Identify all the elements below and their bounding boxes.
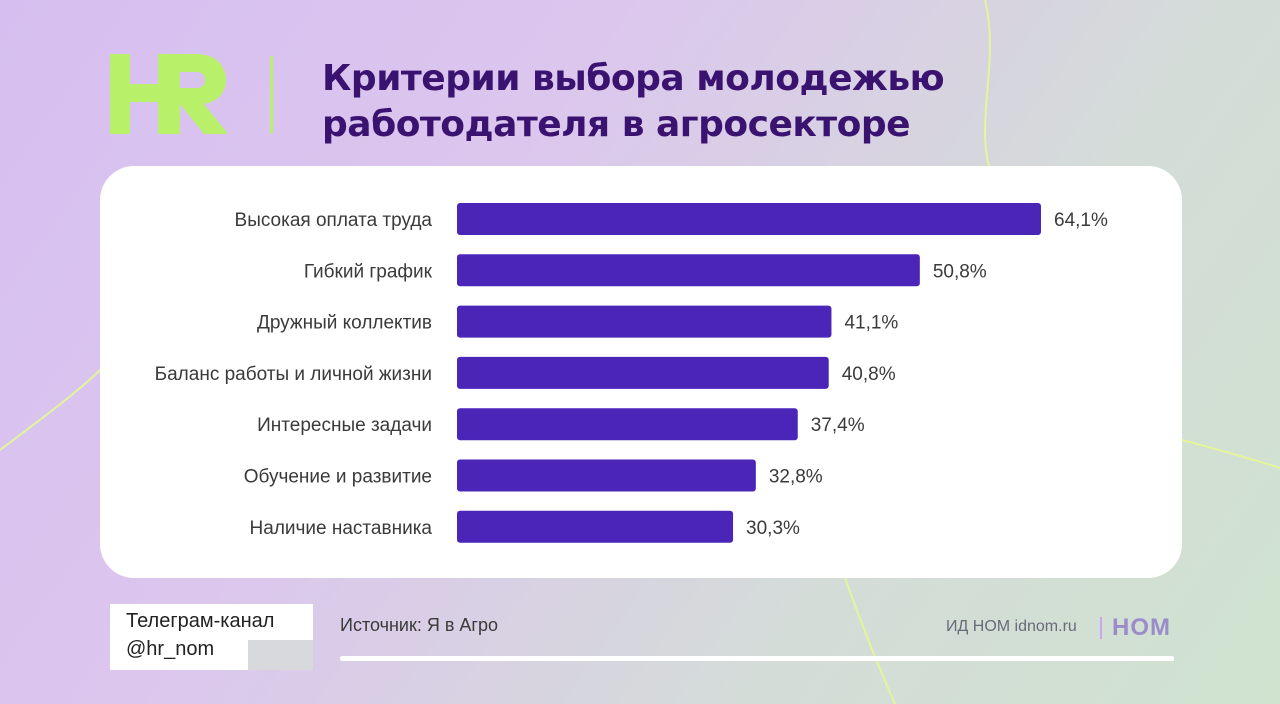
bar bbox=[457, 254, 920, 287]
value-label: 30,3% bbox=[746, 518, 800, 539]
bar bbox=[457, 510, 734, 543]
category-label: Наличие наставника bbox=[250, 518, 433, 539]
hr-logo bbox=[110, 54, 228, 134]
value-label: 50,8% bbox=[933, 261, 987, 282]
telegram-label: Телеграм-канал bbox=[126, 610, 275, 632]
bar bbox=[457, 356, 829, 389]
bar bbox=[457, 203, 1041, 235]
category-label: Баланс работы и личной жизни bbox=[155, 364, 432, 385]
page-title: Критерии выбора молодежью работодателя в… bbox=[322, 56, 1022, 148]
nom-logo: НОМ bbox=[1112, 614, 1171, 641]
source-text: Источник: Я в Агро bbox=[340, 615, 499, 635]
value-label: 41,1% bbox=[844, 313, 898, 334]
logo-divider bbox=[270, 56, 273, 134]
bar-chart: Высокая оплата труда 64,1% Гибкий график 50… bbox=[155, 203, 1108, 543]
bar bbox=[457, 459, 756, 492]
value-label: 37,4% bbox=[811, 415, 865, 436]
value-label: 64,1% bbox=[1054, 210, 1108, 231]
title-line-1: Критерии выбора молодежью bbox=[322, 58, 945, 99]
publisher-link[interactable]: ИД НОМ idnom.ru bbox=[946, 618, 1077, 635]
publisher-divider bbox=[1100, 617, 1102, 639]
title-line-2: работодателя в агросекторе bbox=[322, 104, 911, 145]
value-label: 32,8% bbox=[769, 467, 823, 488]
category-label: Интересные задачи bbox=[257, 415, 432, 436]
category-label: Гибкий график bbox=[304, 261, 433, 282]
category-label: Высокая оплата труда bbox=[235, 210, 433, 231]
category-label: Дружный коллектив bbox=[257, 313, 432, 334]
footer-rule bbox=[340, 656, 1174, 661]
category-label: Обучение и развитие bbox=[244, 467, 432, 488]
chart-card: Высокая оплата труда 64,1% Гибкий график 50… bbox=[100, 166, 1182, 578]
badge-cutout bbox=[248, 640, 313, 670]
telegram-badge[interactable]: Телеграм-канал @hr_nom bbox=[110, 604, 313, 670]
value-label: 40,8% bbox=[842, 364, 896, 385]
telegram-handle[interactable]: @hr_nom bbox=[126, 638, 215, 660]
bar bbox=[457, 305, 832, 338]
bar bbox=[457, 408, 798, 441]
